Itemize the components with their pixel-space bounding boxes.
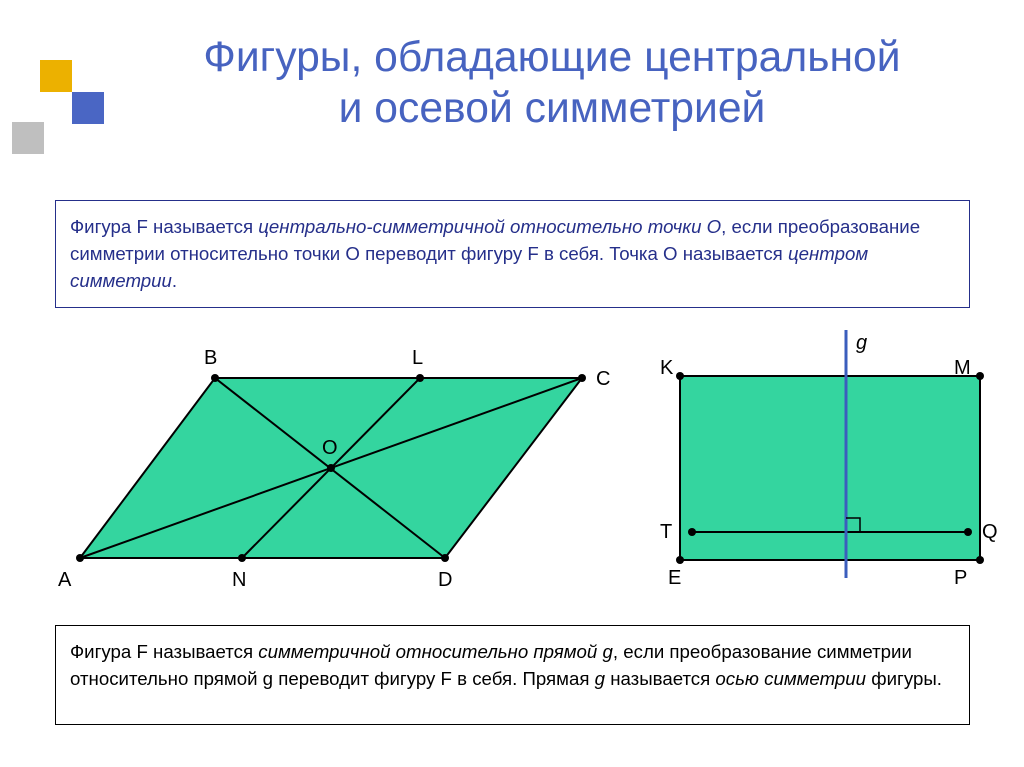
slide-title: Фигуры, обладающие центральной и осевой … — [110, 32, 994, 134]
svg-text:B: B — [204, 347, 217, 369]
text-run: фигуры. — [866, 668, 942, 689]
slide: Фигуры, обладающие центральной и осевой … — [0, 0, 1024, 767]
svg-text:g: g — [856, 332, 867, 354]
decor-square-gray — [12, 122, 44, 154]
svg-text:Q: Q — [982, 521, 998, 543]
svg-text:N: N — [232, 569, 246, 591]
decor-square-blue — [72, 92, 104, 124]
text-run: g — [595, 668, 605, 689]
text-run: называется — [605, 668, 715, 689]
text-run: Фигура F называется — [70, 216, 258, 237]
symmetry-diagram: A B C D L N O K M P E T Qg — [20, 330, 1004, 610]
diagram-area: A B C D L N O K M P E T Qg — [20, 330, 1004, 610]
title-line2: и осевой симметрией — [339, 84, 766, 132]
svg-text:E: E — [668, 567, 681, 589]
svg-text:L: L — [412, 347, 423, 369]
decor-squares — [12, 60, 98, 150]
text-run: симметричной относительно прямой g — [258, 641, 613, 662]
definition-box-central: Фигура F называется центрально-симметрич… — [55, 200, 970, 308]
title-line1: Фигуры, обладающие центральной — [203, 33, 900, 81]
text-run: осью симметрии — [715, 668, 866, 689]
svg-text:T: T — [660, 521, 672, 543]
svg-text:P: P — [954, 567, 967, 589]
svg-text:D: D — [438, 569, 452, 591]
text-run: . — [172, 270, 177, 291]
svg-text:K: K — [660, 357, 674, 379]
svg-text:O: O — [322, 437, 338, 459]
decor-square-yellow — [40, 60, 72, 92]
text-run: центрально-симметричной относительно точ… — [258, 216, 721, 237]
svg-text:M: M — [954, 357, 971, 379]
svg-text:C: C — [596, 368, 610, 390]
svg-text:A: A — [58, 569, 72, 591]
text-run: Фигура F называется — [70, 641, 258, 662]
definition-box-axial: Фигура F называется симметричной относит… — [55, 625, 970, 725]
